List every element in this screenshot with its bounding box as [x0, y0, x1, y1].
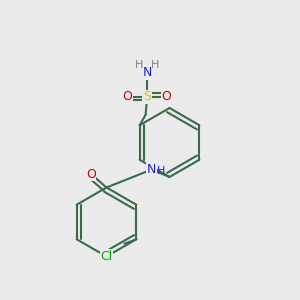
Text: O: O	[86, 167, 96, 181]
Text: O: O	[162, 90, 172, 103]
Text: H: H	[151, 60, 160, 70]
Text: H: H	[157, 166, 166, 176]
Text: S: S	[143, 90, 151, 103]
Text: Cl: Cl	[100, 250, 112, 263]
Text: H: H	[134, 60, 143, 70]
Text: N: N	[147, 163, 157, 176]
Text: N: N	[142, 66, 152, 79]
Text: O: O	[123, 90, 133, 103]
